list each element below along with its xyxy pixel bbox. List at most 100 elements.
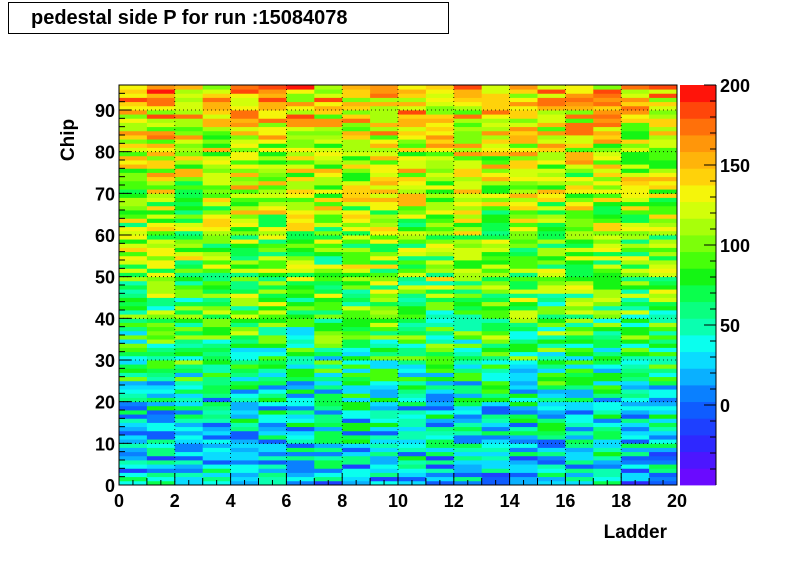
heatmap-cell <box>230 214 259 219</box>
heatmap-cell <box>593 372 622 378</box>
y-tick-label: 90 <box>95 101 115 121</box>
heatmap-cell <box>453 101 483 107</box>
heatmap-cell <box>230 189 259 194</box>
heatmap-cell <box>258 414 287 419</box>
heatmap-cell <box>370 260 399 265</box>
heatmap-cell <box>370 218 399 223</box>
x-tick-label: 8 <box>337 491 347 511</box>
heatmap-cell <box>593 314 622 319</box>
heatmap-cell <box>537 164 566 169</box>
heatmap-cell <box>481 164 510 169</box>
heatmap-cell <box>481 443 510 448</box>
heatmap-cell <box>342 218 371 223</box>
heatmap-cell <box>593 135 622 140</box>
heatmap-cell <box>146 443 176 448</box>
heatmap-cell <box>509 364 538 369</box>
heatmap-cell <box>230 255 259 261</box>
heatmap-cell <box>509 176 538 182</box>
heatmap-cell <box>481 230 510 236</box>
heatmap-cell <box>593 176 622 182</box>
heatmap-cell <box>342 147 371 153</box>
heatmap-cell <box>509 476 538 482</box>
heatmap-cell <box>481 89 510 94</box>
heatmap-cell <box>537 214 566 219</box>
heatmap-cell <box>537 276 566 282</box>
heatmap-cell <box>593 335 622 340</box>
heatmap-cell <box>286 143 315 148</box>
heatmap-cell <box>565 214 594 219</box>
heatmap-cell <box>621 268 650 273</box>
heatmap-cell <box>565 130 594 136</box>
heatmap-cell <box>481 260 510 265</box>
heatmap-cell <box>481 110 510 115</box>
heatmap-cell <box>649 460 678 465</box>
heatmap-cell <box>286 193 315 198</box>
heatmap-cell <box>230 285 259 290</box>
heatmap-cell <box>398 243 427 248</box>
heatmap-cell <box>146 472 176 478</box>
heatmap-cell <box>286 126 315 132</box>
heatmap-cell <box>230 251 259 257</box>
heatmap-cell <box>425 255 455 261</box>
heatmap-cell <box>481 201 510 207</box>
heatmap-cell <box>425 460 455 465</box>
heatmap-cell <box>174 243 204 248</box>
heatmap-cell <box>425 355 455 361</box>
heatmap-cell <box>453 376 483 382</box>
heatmap-cell <box>230 126 259 132</box>
heatmap-cell <box>174 343 204 348</box>
heatmap-cell <box>286 160 315 165</box>
heatmap-cell <box>509 126 538 132</box>
heatmap-cell <box>649 255 678 261</box>
heatmap-cell <box>593 205 622 211</box>
heatmap-cell <box>258 251 287 257</box>
heatmap-cell <box>398 285 427 290</box>
heatmap-cell <box>286 451 315 457</box>
heatmap-cell <box>621 230 650 236</box>
heatmap-cell <box>537 251 566 257</box>
heatmap-cell <box>258 322 287 328</box>
heatmap-cell <box>537 222 566 228</box>
heatmap-cell <box>342 176 371 182</box>
heatmap-cell <box>425 455 455 461</box>
heatmap-cell <box>258 101 287 107</box>
heatmap-cell <box>342 360 371 365</box>
heatmap-cell <box>342 343 371 348</box>
heatmap-cell <box>342 118 371 123</box>
heatmap-cell <box>119 285 148 290</box>
heatmap-cell <box>593 447 622 453</box>
heatmap-cell <box>453 397 483 403</box>
heatmap-cell <box>146 476 176 482</box>
heatmap-cell <box>202 310 231 315</box>
heatmap-cell <box>453 222 483 228</box>
heatmap-cell <box>202 301 231 307</box>
heatmap-cell <box>258 472 287 478</box>
heatmap-cell <box>481 105 510 111</box>
heatmap-cell <box>230 185 259 190</box>
heatmap-cell <box>398 126 427 132</box>
heatmap-cell <box>398 372 427 378</box>
heatmap-cell <box>119 389 148 394</box>
heatmap-cell <box>621 301 650 307</box>
heatmap-cell <box>453 197 483 203</box>
heatmap-cell <box>453 85 483 90</box>
heatmap-cell <box>202 401 231 407</box>
heatmap-cell <box>425 276 455 282</box>
heatmap-cell <box>398 218 427 223</box>
heatmap-cell <box>621 210 650 215</box>
heatmap-cell <box>537 335 566 340</box>
heatmap-cell <box>537 330 566 336</box>
heatmap-cell <box>286 226 315 232</box>
heatmap-cell <box>286 255 315 261</box>
heatmap-cell <box>342 201 371 207</box>
heatmap-cell <box>509 410 538 415</box>
heatmap-cell <box>342 422 371 428</box>
heatmap-cell <box>342 255 371 261</box>
heatmap-cell <box>565 260 594 265</box>
heatmap-cell <box>146 305 176 311</box>
heatmap-cell <box>537 143 566 148</box>
y-tick-label: 30 <box>95 351 115 371</box>
x-tick-label: 2 <box>170 491 180 511</box>
heatmap-cell <box>202 226 231 232</box>
heatmap-cell <box>314 472 343 478</box>
